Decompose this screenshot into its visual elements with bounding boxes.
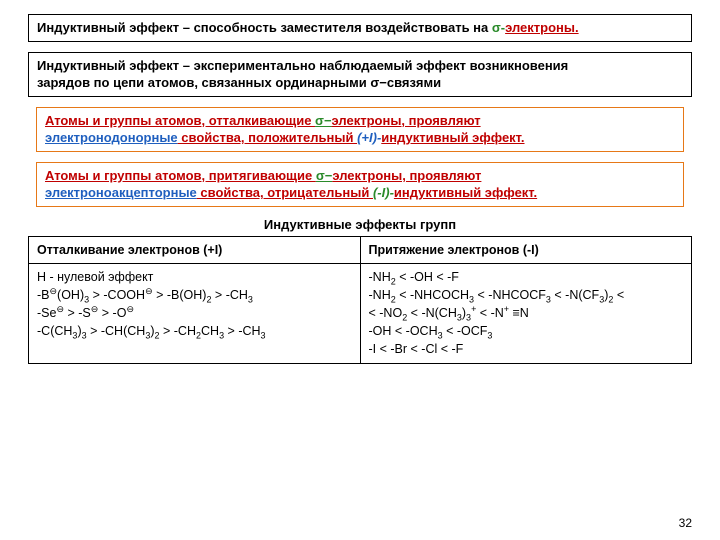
acc-p1a: Атомы и группы атомов, притягивающие	[45, 168, 316, 183]
col2-header: Притяжение электронов (-I)	[360, 236, 692, 263]
title-sigma: σ-	[492, 20, 505, 35]
col1-header: Отталкивание электронов (+I)	[29, 236, 361, 263]
col1-cell: H - нулевой эффект -B⊖(OH)3 > -COOH⊖ > -…	[29, 263, 361, 363]
table-title: Индуктивные эффекты групп	[28, 217, 692, 232]
donor-p2a: электронодонорные	[45, 130, 178, 145]
donor-p2c: (+I)-	[357, 130, 381, 145]
donor-p2d: индуктивный эффект.	[381, 130, 524, 145]
table-header-row: Отталкивание электронов (+I) Притяжение …	[29, 236, 692, 263]
inductive-effects-table: Отталкивание электронов (+I) Притяжение …	[28, 236, 692, 364]
title-electrons: электроны.	[505, 20, 579, 35]
col2-cell: -NH2 < -OH < -F -NH2 < -NHCOCH3 < -NHCOC…	[360, 263, 692, 363]
table-body-row: H - нулевой эффект -B⊖(OH)3 > -COOH⊖ > -…	[29, 263, 692, 363]
acceptor-box: Атомы и группы атомов, притягивающие σ−э…	[36, 162, 684, 207]
donor-sigma: σ−	[315, 113, 332, 128]
donor-p1a: Атомы и группы атомов, отталкивающие	[45, 113, 315, 128]
def-line1: Индуктивный эффект – экспериментально на…	[37, 58, 568, 73]
acc-p2b: свойства, отрицательный	[197, 185, 373, 200]
acc-p2a: электроноакцепторные	[45, 185, 197, 200]
acc-p2d: индуктивный эффект.	[394, 185, 537, 200]
acc-p2c: (-I)-	[373, 185, 394, 200]
acc-p1c: электроны, проявляют	[332, 168, 481, 183]
page-number: 32	[679, 516, 692, 530]
donor-p2b: свойства, положительный	[178, 130, 357, 145]
acc-sigma: σ−	[316, 168, 333, 183]
definition-box: Индуктивный эффект – экспериментально на…	[28, 52, 692, 97]
donor-p1c: электроны, проявляют	[332, 113, 481, 128]
def-line2: зарядов по цепи атомов, связанных ордина…	[37, 75, 441, 90]
title-prefix: Индуктивный эффект – способность замести…	[37, 20, 492, 35]
donor-box: Атомы и группы атомов, отталкивающие σ−э…	[36, 107, 684, 152]
title-definition-box: Индуктивный эффект – способность замести…	[28, 14, 692, 42]
